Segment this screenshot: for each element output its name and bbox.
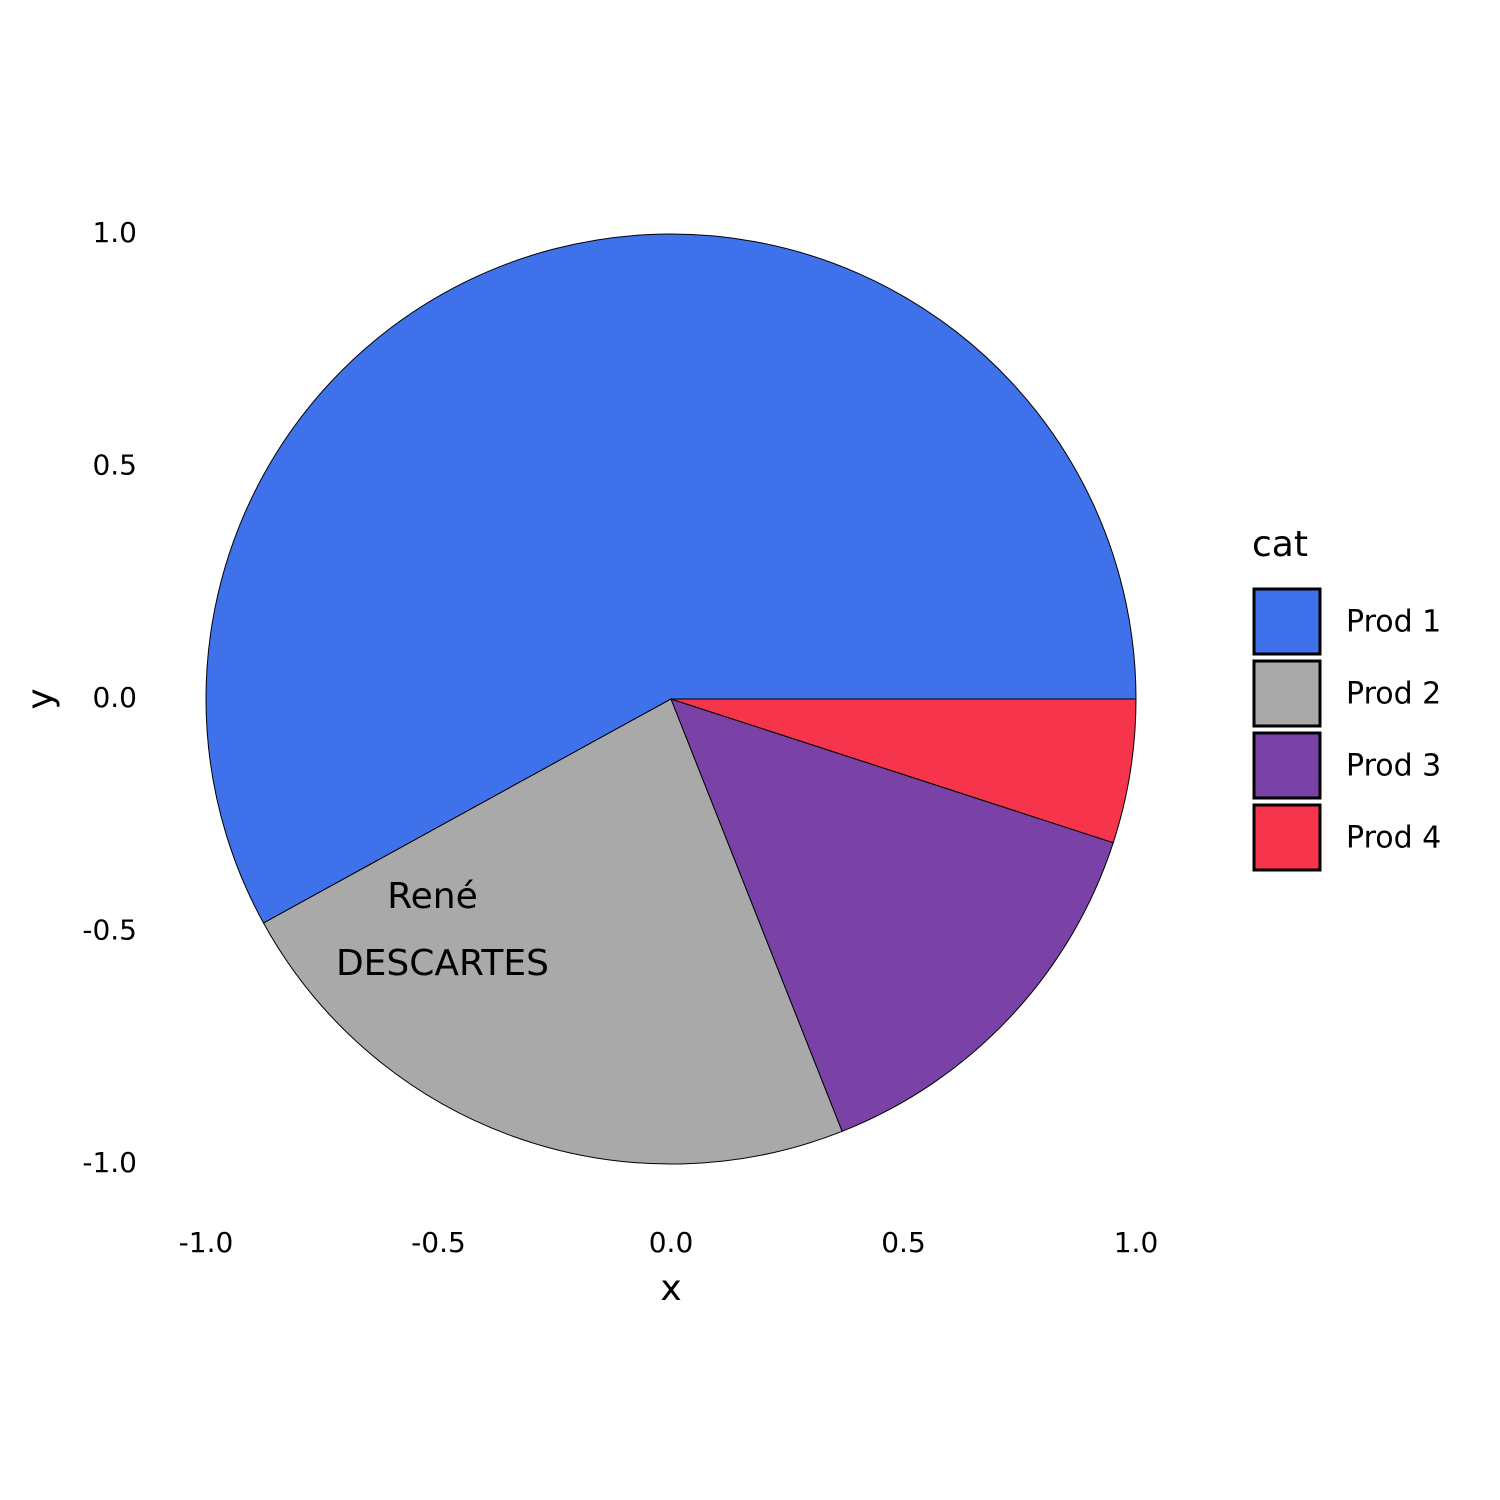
y-tick-label: 1.0 [92,216,137,249]
pie-slice [205,233,1137,924]
legend-label: Prod 2 [1346,677,1441,712]
x-tick-label: -0.5 [411,1226,466,1259]
legend-key [1252,803,1322,872]
x-tick-label: 0.0 [649,1226,694,1259]
x-tick-label: -1.0 [179,1226,234,1259]
legend-title: cat [1252,524,1308,565]
pie-slice [262,698,843,1165]
x-axis-label: x [660,1268,681,1309]
y-tick-label: -0.5 [82,914,137,947]
legend-key [1252,731,1322,800]
legend-label: Prod 4 [1346,821,1441,856]
legend-key [1252,587,1322,656]
y-axis-label: y [20,688,61,709]
annotation: René [387,876,478,917]
y-tick-label: 0.5 [92,449,137,482]
x-tick-label: 1.0 [1114,1226,1159,1259]
legend-key [1252,659,1322,728]
pie-slice [670,698,1137,844]
x-tick-label: 0.5 [881,1226,926,1259]
y-tick-label: -1.0 [82,1146,137,1179]
legend-label: Prod 3 [1346,749,1441,784]
legend-label: Prod 1 [1346,605,1441,640]
y-tick-label: 0.0 [92,681,137,714]
annotation: DESCARTES [336,943,549,984]
